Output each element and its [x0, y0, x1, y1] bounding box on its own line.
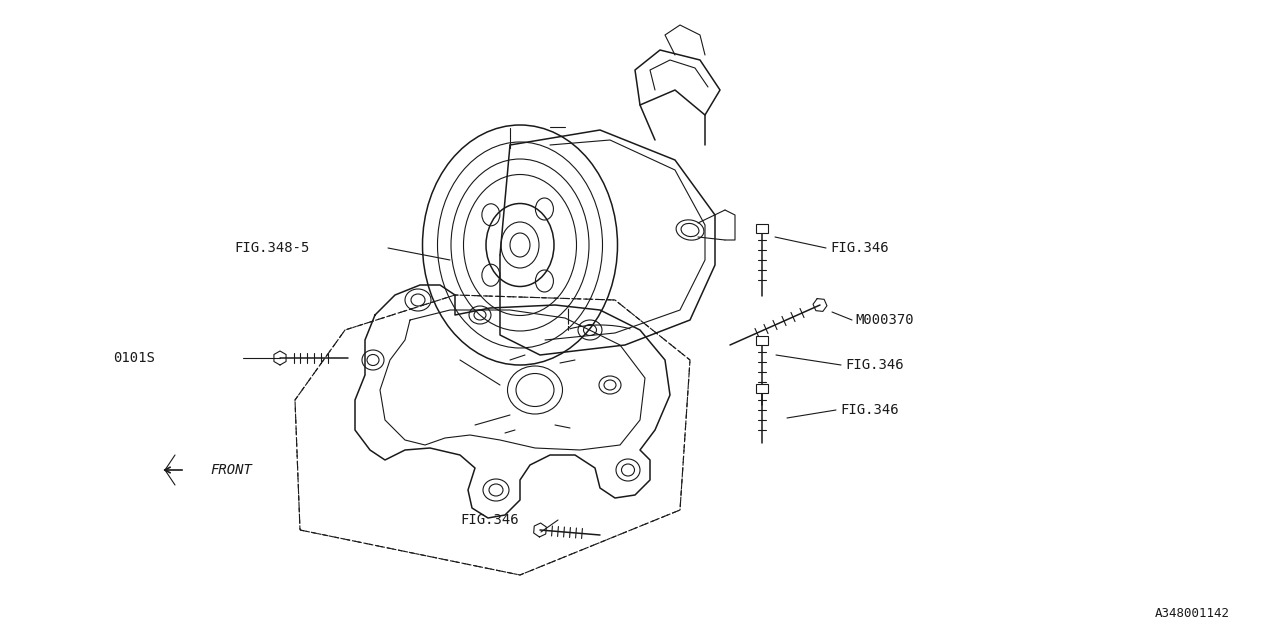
Text: FIG.346: FIG.346	[460, 513, 518, 527]
Text: 0101S: 0101S	[113, 351, 155, 365]
FancyBboxPatch shape	[756, 384, 768, 393]
Text: FRONT: FRONT	[210, 463, 252, 477]
FancyBboxPatch shape	[756, 224, 768, 233]
Text: A348001142: A348001142	[1155, 607, 1230, 620]
Text: M000370: M000370	[855, 313, 914, 327]
FancyBboxPatch shape	[756, 336, 768, 345]
Text: FIG.348-5: FIG.348-5	[234, 241, 310, 255]
Text: FIG.346: FIG.346	[845, 358, 904, 372]
Text: FIG.346: FIG.346	[829, 241, 888, 255]
Text: FIG.346: FIG.346	[840, 403, 899, 417]
